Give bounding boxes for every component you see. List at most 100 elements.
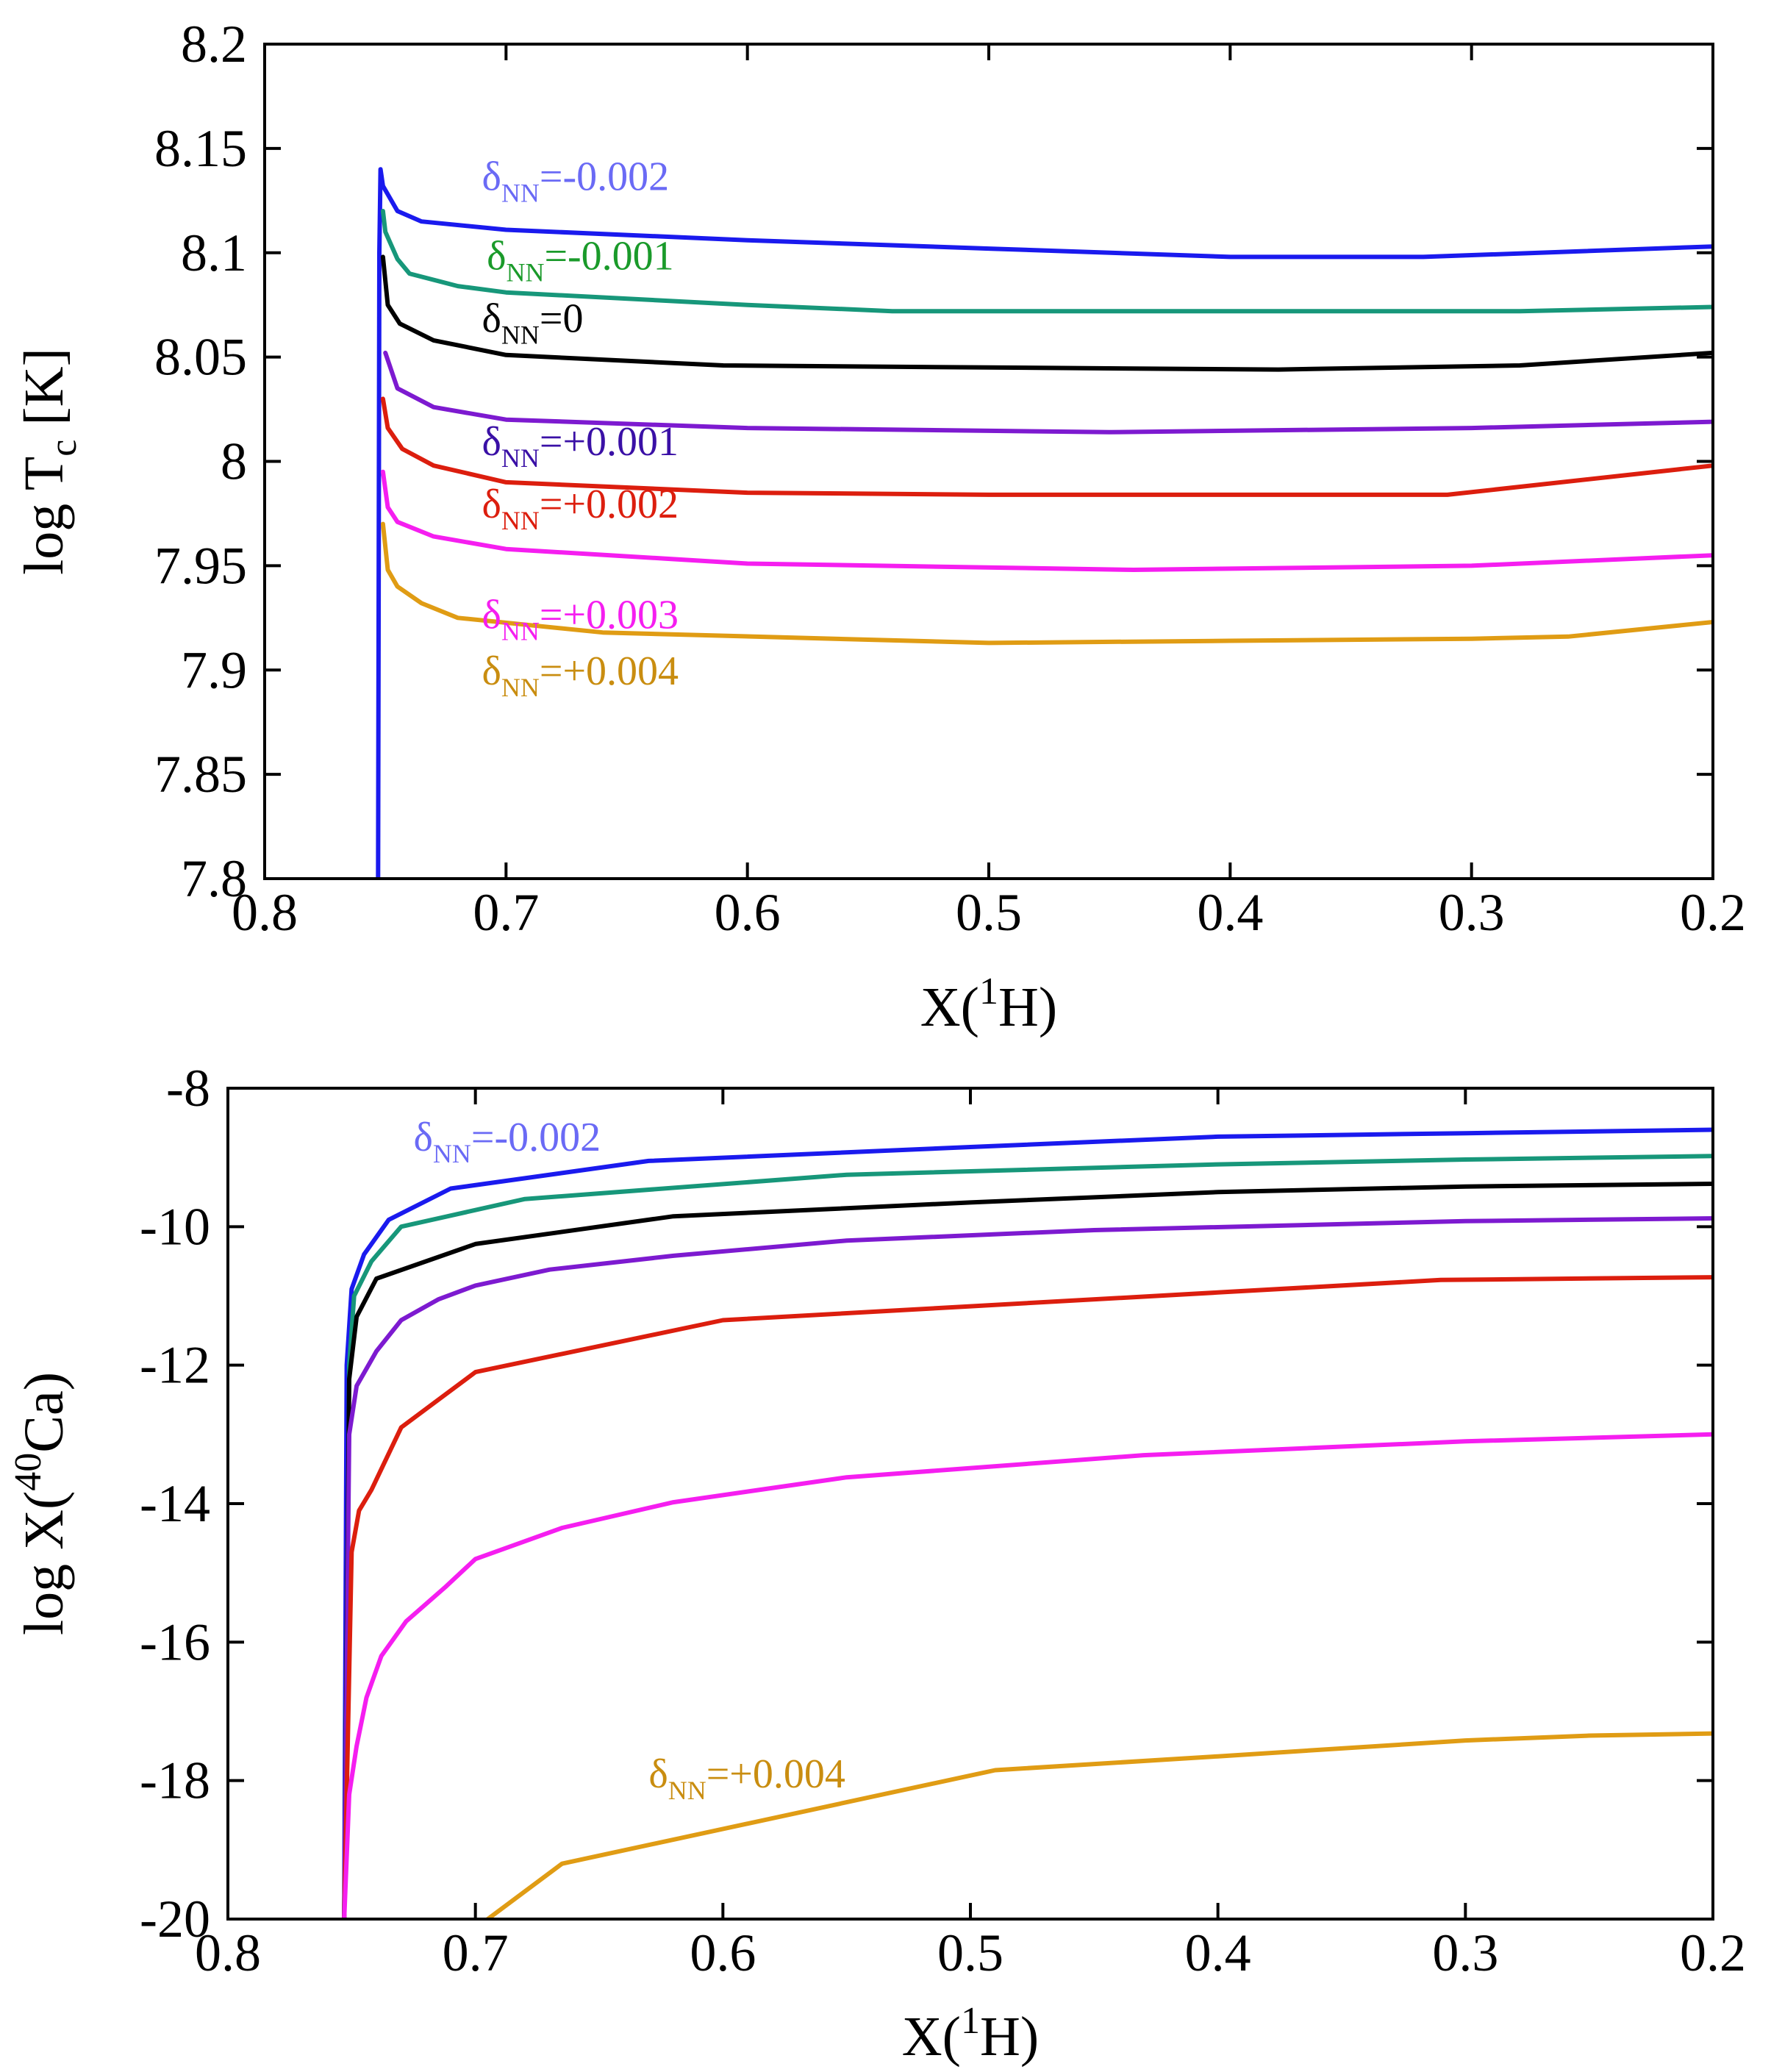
x-axis-label-part: X( bbox=[902, 2006, 961, 2068]
series-line-2 bbox=[342, 1182, 1713, 1919]
x-tick-label: 0.8 bbox=[232, 883, 298, 942]
series-label-4: δNN=+0.002 bbox=[482, 482, 679, 535]
y-tick-label: -16 bbox=[140, 1612, 210, 1671]
y-tick-label: -10 bbox=[140, 1197, 210, 1256]
y-tick-label: -20 bbox=[140, 1890, 210, 1948]
series-label-symbol: δ bbox=[414, 1115, 433, 1160]
x-axis-label: X(1H) bbox=[902, 2000, 1039, 2068]
series-label-value: =+0.001 bbox=[540, 419, 679, 465]
series-label-6: δNN=+0.004 bbox=[648, 1751, 845, 1805]
y-axis-label-part: log X( bbox=[13, 1491, 75, 1635]
series-label-value: =-0.002 bbox=[540, 154, 669, 200]
x-tick-label: 0.3 bbox=[1439, 883, 1505, 942]
series-label-sub: NN bbox=[501, 443, 540, 473]
series-label-symbol: δ bbox=[487, 233, 506, 279]
series-label-6: δNN=+0.004 bbox=[482, 649, 679, 702]
series-label-sub: NN bbox=[501, 506, 540, 535]
series-label-value: =+0.004 bbox=[540, 649, 679, 694]
series-line-6 bbox=[380, 521, 1713, 646]
x-tick-label: 0.3 bbox=[1432, 1923, 1498, 1982]
series-line-5 bbox=[380, 469, 1713, 572]
x-tick-label: 0.4 bbox=[1197, 883, 1263, 942]
series-label-5: δNN=+0.003 bbox=[482, 593, 679, 646]
y-axis-label: log X(40Ca) bbox=[7, 1372, 75, 1635]
series-label-sub: NN bbox=[501, 617, 540, 646]
series-label-2: δNN=0 bbox=[482, 296, 584, 350]
y-tick-label: 8 bbox=[221, 432, 247, 491]
series-line-4 bbox=[380, 396, 1713, 497]
y-axis-label: log Tc [K] bbox=[13, 348, 85, 575]
series-label-symbol: δ bbox=[482, 154, 501, 200]
series-label-0: δNN=-0.002 bbox=[482, 154, 670, 208]
y-tick-label: 8.1 bbox=[181, 224, 247, 282]
plot-frame bbox=[226, 1087, 1714, 1921]
series-label-1: δNN=-0.001 bbox=[487, 233, 674, 287]
series-label-sub: NN bbox=[433, 1139, 471, 1168]
series-line-1 bbox=[380, 209, 1713, 314]
x-tick-label: 0.8 bbox=[195, 1923, 261, 1982]
y-tick-label: -18 bbox=[140, 1751, 210, 1810]
y-axis-label-part: [K] bbox=[13, 348, 75, 440]
series-lines bbox=[376, 167, 1713, 879]
x-tick-label: 0.2 bbox=[1680, 1923, 1746, 1982]
series-label-value: =+0.002 bbox=[540, 482, 679, 527]
top-panel: 0.8 0.7 0.6 0.5 0.4 0.3 0.2 7.8 7.85 7.9 7.95 8 8.05… bbox=[13, 15, 1746, 1038]
y-tick-label: 8.05 bbox=[154, 328, 247, 387]
x-tick-label: 0.6 bbox=[690, 1923, 756, 1982]
x-axis-label-part: H) bbox=[998, 976, 1057, 1038]
series-label-sub: NN bbox=[501, 179, 540, 208]
series-label-value: =+0.004 bbox=[706, 1751, 845, 1797]
series-label-sub: NN bbox=[668, 1776, 706, 1805]
x-tick-label: 0.6 bbox=[715, 883, 781, 942]
series-label-0: δNN=-0.002 bbox=[414, 1115, 601, 1168]
x-axis-label-sup: 1 bbox=[961, 2000, 980, 2042]
series-label-sub: NN bbox=[506, 257, 544, 287]
series-label-symbol: δ bbox=[482, 593, 501, 638]
y-tick-label: 8.2 bbox=[181, 15, 247, 74]
y-axis-label-part: Ca) bbox=[13, 1372, 75, 1453]
series-line-3 bbox=[383, 350, 1713, 435]
series-line-5 bbox=[342, 1432, 1713, 1919]
series-label-value: =+0.003 bbox=[540, 593, 679, 638]
x-axis-label-part: H) bbox=[980, 2006, 1039, 2068]
x-tick-label: 0.7 bbox=[443, 1923, 509, 1982]
series-label-symbol: δ bbox=[482, 296, 501, 342]
y-axis-label-sub: c bbox=[43, 440, 85, 457]
series-line-0 bbox=[376, 167, 1713, 879]
series-label-3: δNN=+0.001 bbox=[482, 419, 679, 473]
series-line-4 bbox=[342, 1275, 1713, 1919]
x-tick-label: 0.5 bbox=[956, 883, 1022, 942]
x-axis-label-part: X( bbox=[920, 976, 979, 1038]
series-line-6 bbox=[485, 1731, 1713, 1919]
x-axis-label: X(1H) bbox=[920, 971, 1057, 1038]
series-label-value: =0 bbox=[540, 296, 584, 342]
x-tick-label: 0.4 bbox=[1185, 1923, 1251, 1982]
series-label-sub: NN bbox=[501, 673, 540, 702]
y-tick-label: -14 bbox=[140, 1474, 210, 1533]
series-line-0 bbox=[342, 1127, 1713, 1919]
y-tick-label: 8.15 bbox=[154, 119, 247, 178]
series-line-1 bbox=[342, 1154, 1713, 1919]
series-label-symbol: δ bbox=[648, 1751, 668, 1797]
series-label-symbol: δ bbox=[482, 482, 501, 527]
series-label-value: =-0.002 bbox=[471, 1115, 601, 1160]
y-tick-label: 7.8 bbox=[181, 849, 247, 908]
y-axis-label-sup: 40 bbox=[7, 1453, 49, 1491]
y-tick-label: 7.95 bbox=[154, 536, 247, 595]
series-label-symbol: δ bbox=[482, 419, 501, 465]
series-line-3 bbox=[342, 1216, 1713, 1919]
series-label-value: =-0.001 bbox=[544, 233, 673, 279]
bottom-panel: 0.8 0.7 0.6 0.5 0.4 0.3 0.2 -20 -18 -16 -14 -12 -10 -… bbox=[7, 1059, 1746, 2068]
y-tick-label: 7.9 bbox=[181, 640, 247, 699]
y-axis-label-part: log T bbox=[13, 457, 75, 575]
y-tick-label: -8 bbox=[166, 1059, 210, 1118]
x-axis-label-sup: 1 bbox=[979, 971, 998, 1012]
series-label-symbol: δ bbox=[482, 649, 501, 694]
series-lines bbox=[342, 1127, 1713, 1919]
y-tick-label: 7.85 bbox=[154, 745, 247, 804]
x-tick-label: 0.7 bbox=[473, 883, 539, 942]
series-line-2 bbox=[380, 254, 1713, 372]
series-label-sub: NN bbox=[501, 321, 540, 350]
x-tick-label: 0.2 bbox=[1680, 883, 1746, 942]
